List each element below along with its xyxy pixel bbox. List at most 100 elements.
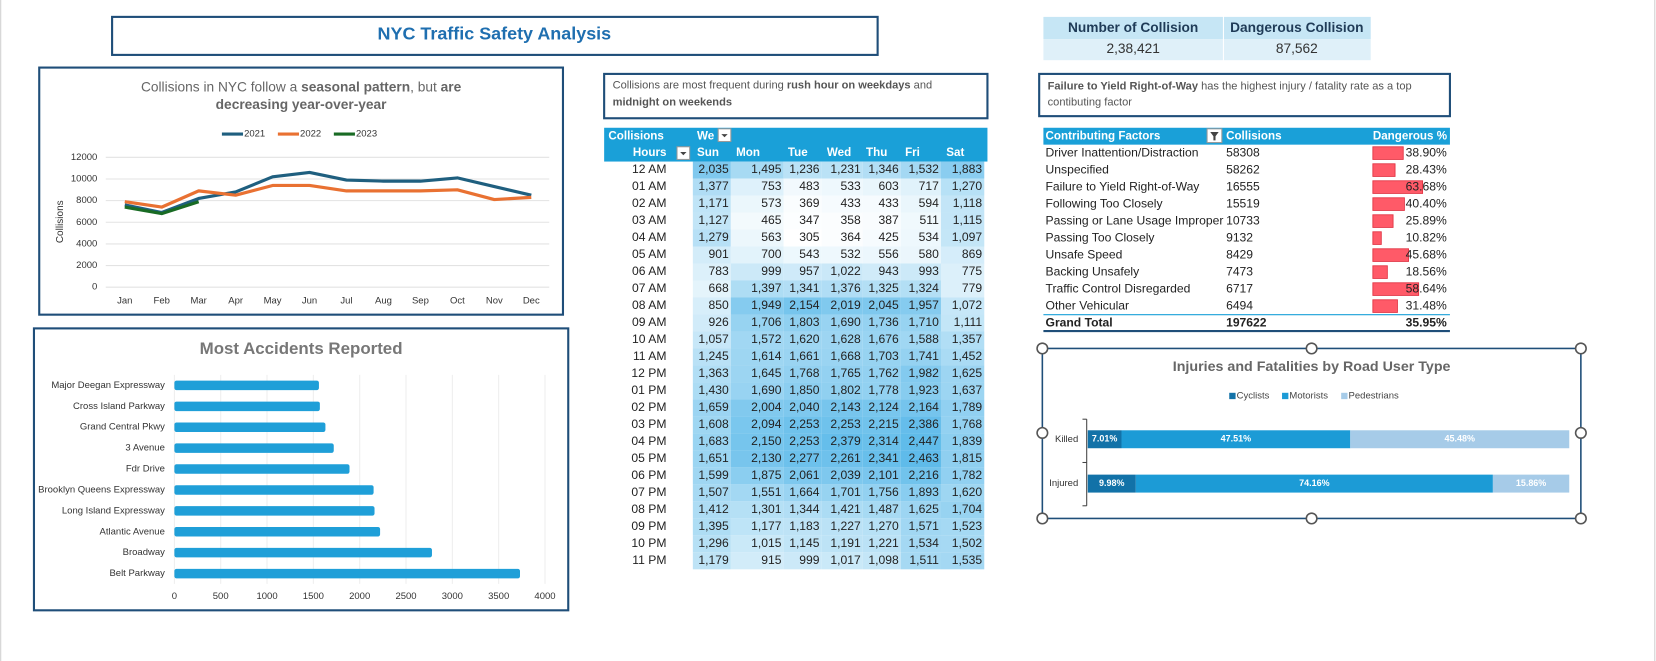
handle[interactable] bbox=[1574, 426, 1587, 439]
value-cell: 1,668 bbox=[830, 349, 861, 363]
value-cell: 1,363 bbox=[698, 366, 729, 380]
pct-cell: 38.90% bbox=[1406, 145, 1447, 159]
factor-name: Passing Too Closely bbox=[1046, 230, 1156, 244]
column-header: Collisions bbox=[1226, 129, 1281, 142]
heat-cell bbox=[862, 212, 901, 230]
category-label: Injured bbox=[1049, 478, 1078, 489]
hour-cell: 03 AM bbox=[632, 213, 666, 227]
value-cell: 533 bbox=[840, 179, 860, 193]
heat-cell bbox=[692, 416, 731, 434]
heat-cell bbox=[821, 501, 863, 519]
x-tick-label: 2000 bbox=[349, 591, 370, 602]
heat-cell bbox=[900, 280, 941, 298]
x-tick-label: 4000 bbox=[534, 591, 555, 602]
heat-cell bbox=[900, 552, 941, 570]
data-label: 15.86% bbox=[1516, 478, 1546, 488]
factor-name: Following Too Closely bbox=[1046, 196, 1164, 210]
heat-cell bbox=[940, 161, 985, 179]
handle[interactable] bbox=[1036, 512, 1049, 525]
title-box bbox=[111, 15, 879, 56]
x-tick-label: Jul bbox=[340, 295, 352, 306]
x-tick-label: Dec bbox=[523, 295, 540, 306]
handle[interactable] bbox=[1305, 512, 1318, 525]
heat-cell bbox=[862, 450, 901, 468]
kpi-value: 2,38,421 bbox=[1106, 41, 1159, 56]
heat-cell bbox=[940, 552, 985, 570]
heat-cell bbox=[900, 382, 941, 400]
y-tick-label: Belt Parkway bbox=[109, 568, 165, 579]
heat-cell bbox=[900, 195, 941, 213]
value-cell: 1,762 bbox=[868, 366, 899, 380]
bar-segment bbox=[1350, 430, 1570, 449]
heat-cell bbox=[821, 314, 863, 332]
value-cell: 1,376 bbox=[830, 281, 861, 295]
heat-cell bbox=[862, 501, 901, 519]
handle[interactable] bbox=[1574, 512, 1587, 525]
heat-cell bbox=[900, 297, 941, 315]
heat-cell bbox=[940, 518, 985, 536]
heat-cell bbox=[692, 229, 731, 247]
pct-cell: 28.43% bbox=[1406, 162, 1447, 176]
value-cell: 1,430 bbox=[698, 383, 729, 397]
value-cell: 700 bbox=[761, 247, 781, 261]
heat-cell bbox=[900, 229, 941, 247]
y-tick-label: Grand Central Pkwy bbox=[80, 422, 165, 433]
handle[interactable] bbox=[1036, 342, 1049, 355]
x-tick-label: Sep bbox=[412, 295, 429, 306]
legend-label: Pedestrians bbox=[1349, 390, 1399, 401]
handle[interactable] bbox=[1574, 342, 1587, 355]
value-cell: 1,346 bbox=[868, 162, 899, 176]
value-cell: 1,683 bbox=[698, 434, 729, 448]
value-cell: 2,143 bbox=[830, 400, 861, 414]
line-panel bbox=[38, 66, 565, 316]
hour-cell: 10 PM bbox=[631, 536, 666, 550]
heat-cell bbox=[730, 263, 784, 281]
value-cell: 1,661 bbox=[789, 349, 820, 363]
hour-cell: 09 AM bbox=[632, 315, 666, 329]
kpi-value: 87,562 bbox=[1276, 41, 1318, 56]
stacked-chart-title: Injuries and Fatalities by Road User Typ… bbox=[1173, 359, 1451, 375]
handle[interactable] bbox=[1036, 426, 1049, 439]
value-cell: 465 bbox=[761, 213, 781, 227]
value-cell: 1,191 bbox=[830, 536, 861, 550]
line-series bbox=[124, 183, 532, 209]
x-tick-label: May bbox=[264, 295, 282, 306]
value-cell: 1,645 bbox=[751, 366, 782, 380]
note-part: rush hour on weekdays bbox=[787, 79, 911, 91]
hour-cell: 05 AM bbox=[632, 247, 666, 261]
heat-cell bbox=[692, 484, 731, 502]
category-label: Killed bbox=[1055, 434, 1078, 445]
value-cell: 1,703 bbox=[868, 349, 899, 363]
heat-cell bbox=[862, 331, 901, 349]
hour-cell: 08 PM bbox=[631, 502, 666, 516]
value-cell: 534 bbox=[919, 230, 939, 244]
value-cell: 850 bbox=[709, 298, 729, 312]
value-cell: 1,098 bbox=[868, 553, 899, 567]
value-cell: 999 bbox=[761, 264, 781, 278]
heat-cell bbox=[821, 331, 863, 349]
heat-cell bbox=[692, 263, 731, 281]
x-tick-label: Jan bbox=[117, 295, 132, 306]
handle[interactable] bbox=[1305, 342, 1318, 355]
kpi-head bbox=[1223, 16, 1371, 40]
heat-cell bbox=[940, 450, 985, 468]
x-tick-label: Feb bbox=[154, 295, 170, 306]
heat-cell bbox=[821, 382, 863, 400]
heat-cell bbox=[783, 331, 822, 349]
value-cell: 1,171 bbox=[698, 196, 729, 210]
heat-cell bbox=[940, 484, 985, 502]
note-box bbox=[603, 72, 989, 120]
factor-name: Passing or Lane Usage Improper bbox=[1046, 213, 1224, 227]
value-cell: 1,231 bbox=[830, 162, 861, 176]
y-tick-label: 10000 bbox=[71, 173, 97, 184]
heat-cell bbox=[862, 229, 901, 247]
hour-cell: 08 AM bbox=[632, 298, 666, 312]
heat-cell bbox=[730, 178, 784, 196]
data-label: 47.51% bbox=[1221, 434, 1251, 444]
bar bbox=[174, 401, 320, 412]
heat-cell bbox=[900, 365, 941, 383]
value-cell: 2,379 bbox=[830, 434, 861, 448]
heat-cell bbox=[821, 297, 863, 315]
heat-cell bbox=[821, 535, 863, 553]
